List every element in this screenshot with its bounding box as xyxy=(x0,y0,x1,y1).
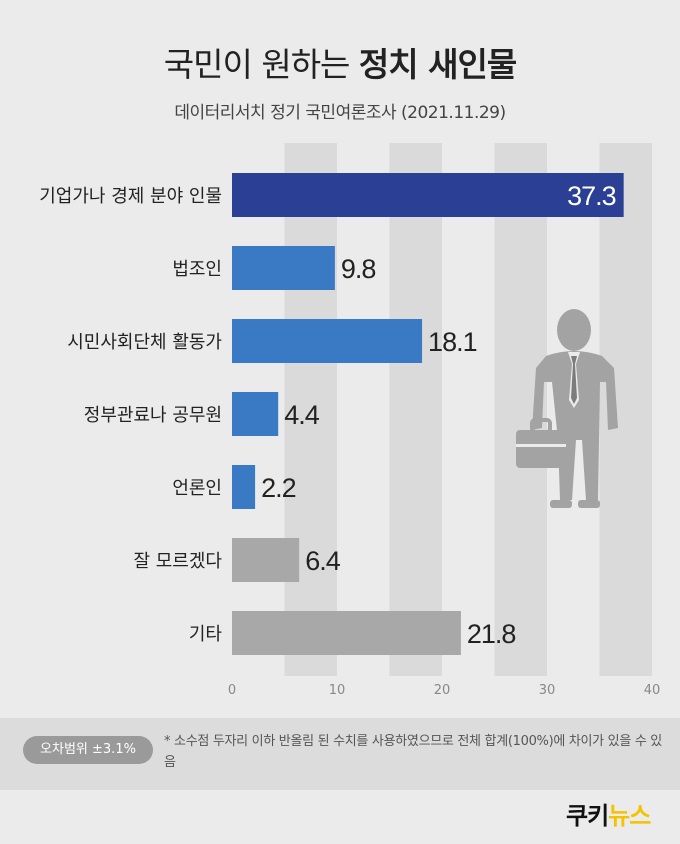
category-label: 정부관료나 공무원 xyxy=(84,405,222,426)
x-tick-label: 30 xyxy=(539,683,556,698)
logo-right: 뉴스 xyxy=(608,802,651,830)
category-label: 기타 xyxy=(189,624,223,645)
category-label: 잘 모르겠다 xyxy=(133,551,222,572)
x-tick-label: 40 xyxy=(644,683,661,698)
category-label: 기업가나 경제 분야 인물 xyxy=(39,186,222,207)
category-label: 시민사회단체 활동가 xyxy=(67,332,222,353)
bar xyxy=(232,538,300,582)
category-label: 언론인 xyxy=(172,478,222,499)
grid-band xyxy=(284,143,337,676)
x-tick-label: 0 xyxy=(228,683,236,698)
footnote: * 소수점 두자리 이하 반올림 된 수치를 사용하였으므로 전체 합계(100… xyxy=(164,734,662,770)
bar-chart: 기업가나 경제 분야 인물 37.3 법조인 9.8 시민사회단체 활동가 18.1 정부관… xyxy=(39,143,661,698)
title: 국민이 원하는 정치 새인물 xyxy=(0,38,680,86)
x-tick-label: 10 xyxy=(329,683,346,698)
bar xyxy=(232,465,256,509)
logo-left: 쿠키 xyxy=(566,802,609,830)
bar xyxy=(232,319,423,363)
data-label: 6.4 xyxy=(305,546,341,576)
subtitle: 데이터리서치 정기 국민여론조사 (2021.11.29) xyxy=(174,103,506,123)
bar xyxy=(232,611,461,655)
category-label: 법조인 xyxy=(172,259,222,280)
data-label: 2.2 xyxy=(261,473,296,503)
data-label: 21.8 xyxy=(467,619,516,649)
bar xyxy=(232,173,624,217)
error-margin-badge: 오차범위 ±3.1% xyxy=(23,736,153,764)
bar xyxy=(232,392,279,436)
x-tick-label: 20 xyxy=(434,683,451,698)
businessman-with-briefcase-icon xyxy=(516,309,618,508)
logo: 쿠키뉴스 xyxy=(566,796,651,831)
grid-band xyxy=(389,143,442,676)
bar xyxy=(232,246,335,290)
title-light: 국민이 원하는 xyxy=(163,45,351,84)
title-bold: 정치 새인물 xyxy=(358,45,517,84)
data-label: 4.4 xyxy=(284,400,320,430)
data-label: 37.3 xyxy=(567,181,616,211)
data-label: 18.1 xyxy=(428,327,477,357)
data-label: 9.8 xyxy=(341,254,376,284)
